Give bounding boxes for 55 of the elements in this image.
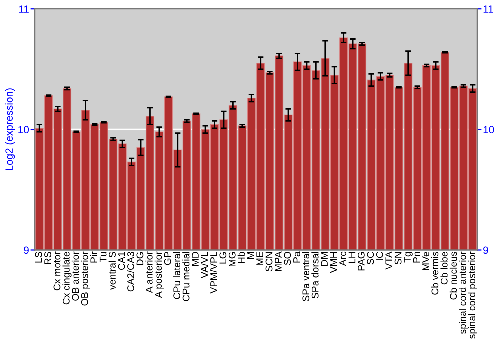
x-tick-label: Cb nucleus <box>450 252 458 300</box>
x-tick-label: Hb <box>238 252 246 264</box>
x-tick-label: Cx motor <box>54 252 61 291</box>
x-tick-label: Cx cingulate <box>62 252 72 305</box>
x-tick-label: OB anterior <box>72 252 80 301</box>
x-tick-label: SC <box>367 252 374 265</box>
y-tick-label: 9 <box>24 246 29 254</box>
x-tick-label: MD <box>192 252 199 266</box>
x-tick-label: LH <box>348 252 356 264</box>
x-tick-label: VA/VL <box>201 252 208 278</box>
x-tick-label: SPa ventral <box>302 252 310 302</box>
x-tick-label: DM <box>321 252 328 266</box>
x-tick-label: A posterior <box>154 252 164 298</box>
y2-tick-label: 11 <box>484 6 494 13</box>
x-tick-label: DG <box>136 252 144 266</box>
y-tick-label: 10 <box>18 126 30 134</box>
x-tick-label: ME <box>256 252 264 266</box>
x-tick-label: spinal cord posterior <box>468 252 478 339</box>
x-tick-label: VTA <box>386 252 392 270</box>
x-tick-label: IC <box>376 252 384 260</box>
x-tick-label: MVe <box>422 252 430 270</box>
x-tick-label: MPA <box>275 252 282 272</box>
x-tick-label: Pn <box>413 252 420 263</box>
x-tick-label: CA2/CA3 <box>127 252 134 292</box>
x-tick-label: Pa <box>294 252 300 263</box>
x-tick-label: SPa dorsal <box>312 252 319 299</box>
x-tick-label: SN <box>394 252 402 265</box>
x-tick-label: Cb vermis <box>431 252 439 295</box>
x-tick-label: LS <box>35 252 42 263</box>
x-tick-label: SO <box>284 252 292 266</box>
x-tick-label: Tg <box>404 252 413 263</box>
x-tick-label: CA1 <box>118 252 126 270</box>
x-tick-label: LG <box>220 252 227 264</box>
x-tick-label: GP <box>164 252 172 266</box>
x-tick-label: CPu lateral <box>173 252 180 300</box>
x-tick-label: Arc <box>340 252 346 266</box>
y2-tick-label: 9 <box>484 246 488 254</box>
y-axis-title: Log2 (expression) <box>5 88 16 171</box>
y2-tick-label: 10 <box>484 126 494 134</box>
x-tick-label: CPu medial <box>182 252 190 302</box>
x-tick-label: Pir <box>90 252 98 263</box>
x-tick-label: A anterior <box>146 252 153 294</box>
x-tick-label: MG <box>228 252 236 266</box>
x-tick-label: Cb lobe <box>440 252 448 285</box>
y-tick-label: 11 <box>19 6 29 13</box>
x-tick-label: ventral S <box>108 252 116 290</box>
x-tick-label: SCN <box>266 252 273 272</box>
x-tick-label: RS <box>44 252 52 264</box>
x-tick-label: spinal cord anterior <box>459 252 468 334</box>
x-tick-label: Tu <box>100 252 107 262</box>
x-tick-label: PAG <box>358 252 365 271</box>
x-tick-label: OB posterior <box>81 252 90 306</box>
x-tick-label: VPM/VPL <box>210 252 218 294</box>
x-tick-label: M <box>247 252 254 259</box>
x-tick-label: VMH <box>330 252 338 274</box>
